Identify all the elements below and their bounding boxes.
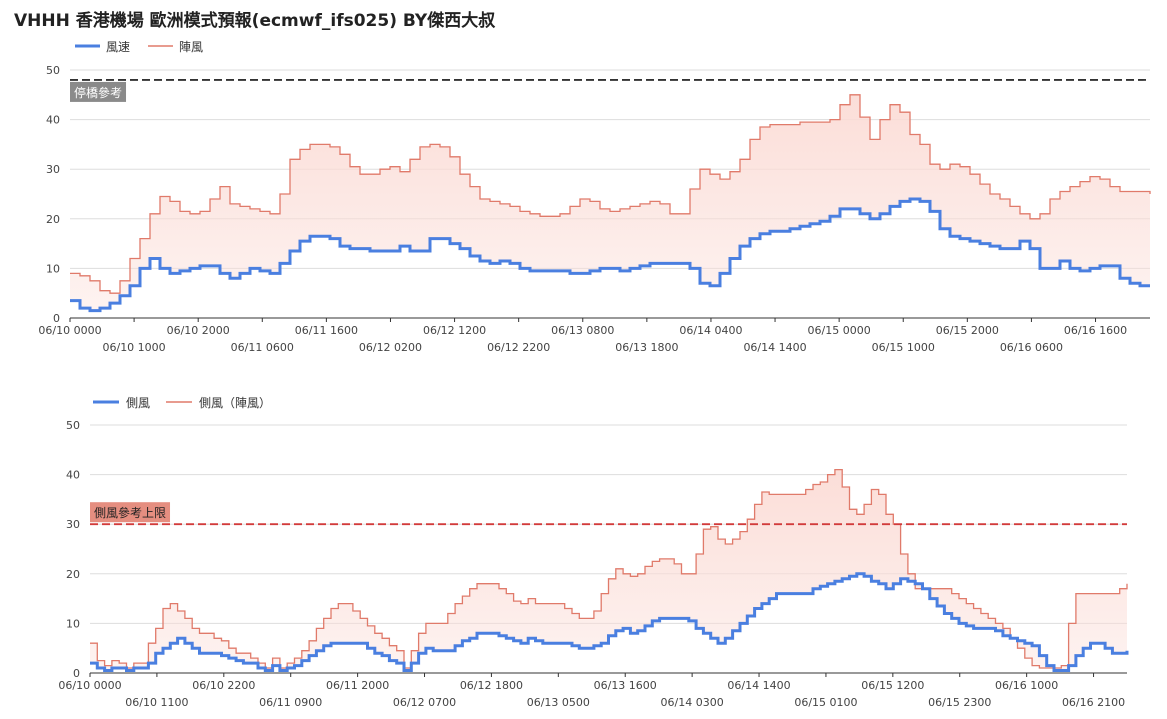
x-tick-label: 06/14 1400 (743, 341, 806, 354)
y-tick-label: 30 (66, 518, 80, 531)
y-tick-label: 20 (66, 568, 80, 581)
chart2-gust-line (90, 468, 1128, 669)
x-tick-label: 06/10 1100 (125, 696, 188, 709)
chart2-crosswind-line (90, 572, 1129, 672)
chart2-reference-label-bg (90, 502, 171, 523)
x-tick-label: 06/13 1800 (615, 341, 678, 354)
y-tick-label: 10 (66, 617, 80, 630)
x-tick-label: 06/11 1600 (295, 324, 358, 337)
y-tick-label: 20 (46, 213, 60, 226)
x-tick-label: 06/14 0400 (679, 324, 742, 337)
legend-label-gust: 陣風 (179, 40, 203, 54)
x-tick-label: 06/11 0900 (259, 696, 322, 709)
chart2-reference-label: 側風參考上限 (90, 502, 171, 523)
x-tick-label: 06/11 2000 (326, 679, 389, 692)
x-tick-label: 06/16 0600 (1000, 341, 1063, 354)
x-tick-label: 06/16 2100 (1062, 696, 1125, 709)
y-tick-label: 10 (46, 262, 60, 275)
chart1-reference-label-text: 停橋參考 (74, 85, 122, 100)
y-tick-label: 30 (46, 163, 60, 176)
x-tick-label: 06/11 0600 (231, 341, 294, 354)
x-tick-label: 06/12 0200 (359, 341, 422, 354)
x-tick-label: 06/10 0000 (38, 324, 101, 337)
x-tick-label: 06/13 1600 (594, 679, 657, 692)
chart1-gust-line (70, 94, 1151, 294)
x-tick-label: 06/16 1000 (995, 679, 1058, 692)
x-tick-label: 06/12 0700 (393, 696, 456, 709)
chart2-reference-label-text: 側風參考上限 (94, 505, 166, 520)
x-tick-label: 06/15 0000 (808, 324, 871, 337)
x-tick-label: 06/14 1400 (727, 679, 790, 692)
x-tick-label: 06/12 2200 (487, 341, 550, 354)
x-tick-label: 06/15 1200 (861, 679, 924, 692)
y-tick-label: 50 (66, 419, 80, 432)
legend-label-crosswind: 側風 (126, 396, 150, 410)
x-tick-label: 06/14 0300 (661, 696, 724, 709)
x-tick-label: 06/13 0800 (551, 324, 614, 337)
x-tick-label: 06/10 2200 (192, 679, 255, 692)
x-tick-label: 06/12 1800 (460, 679, 523, 692)
x-tick-label: 06/15 2300 (928, 696, 991, 709)
chart1-reference-label: 停橋參考 (70, 81, 127, 102)
y-tick-label: 40 (46, 114, 60, 127)
x-tick-label: 06/15 1000 (872, 341, 935, 354)
chart1-legend: 風速 陣風 (75, 40, 203, 54)
y-tick-label: 50 (46, 64, 60, 77)
chart2-x-axis: 06/10 0000 06/10 1100 06/10 2200 06/11 0900… (58, 673, 1125, 709)
x-tick-label: 06/13 0500 (527, 696, 590, 709)
legend-label-wind: 風速 (106, 40, 130, 54)
chart1-reference-label-bg (70, 81, 127, 102)
chart2-y-axis: 0 10 20 30 40 50 (66, 419, 80, 680)
page-title: VHHH 香港機場 歐洲模式預報(ecmwf_ifs025) BY傑西大叔 (14, 11, 496, 31)
x-tick-label: 06/12 1200 (423, 324, 486, 337)
chart2-legend: 側風 側風（陣風） (93, 396, 271, 410)
legend-label-crosswind-gust: 側風（陣風） (199, 396, 271, 410)
x-tick-label: 06/15 0100 (794, 696, 857, 709)
x-tick-label: 06/16 1600 (1064, 324, 1127, 337)
chart1-wind-line (70, 197, 1150, 313)
y-tick-label: 40 (66, 469, 80, 482)
x-tick-label: 06/10 0000 (58, 679, 121, 692)
y-tick-label: 0 (73, 667, 80, 680)
x-tick-label: 06/10 1000 (102, 341, 165, 354)
y-tick-label: 0 (53, 312, 60, 325)
chart2-gust-band (90, 469, 1127, 671)
x-tick-label: 06/15 2000 (936, 324, 999, 337)
x-tick-label: 06/10 2000 (167, 324, 230, 337)
chart1-y-axis: 0 10 20 30 40 50 (46, 64, 60, 325)
